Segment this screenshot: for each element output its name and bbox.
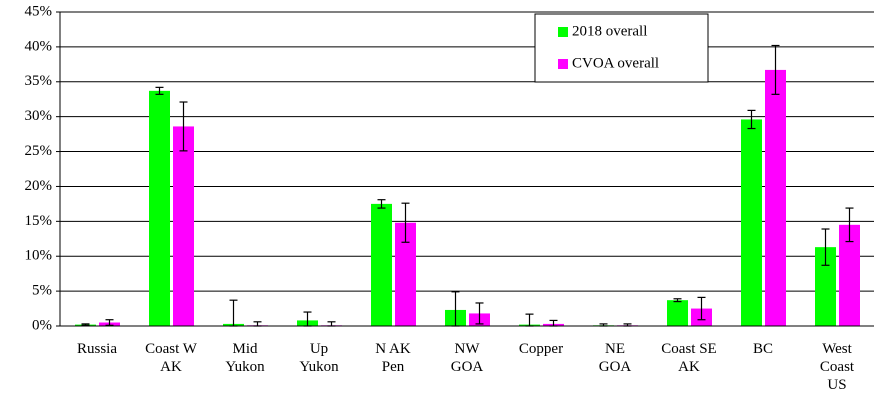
y-tick-label: 45% <box>25 3 53 19</box>
bar <box>173 126 194 327</box>
y-tick-label: 0% <box>32 317 52 333</box>
x-tick-label: Coast SE AK <box>661 341 717 375</box>
y-tick-label: 35% <box>25 73 53 89</box>
x-tick-label: Russia <box>76 341 117 357</box>
bar <box>741 119 762 326</box>
legend-label: CVOA overall <box>572 55 659 71</box>
y-tick-label: 10% <box>25 248 53 264</box>
legend-swatch <box>558 59 568 69</box>
x-tick-label: NE GOA <box>598 341 632 375</box>
bar <box>149 90 170 326</box>
y-tick-label: 15% <box>25 213 53 229</box>
x-tick-label: NW GOA <box>450 341 484 375</box>
x-tick-label: BC <box>752 341 773 357</box>
legend-label: 2018 overall <box>572 23 647 39</box>
bar <box>815 247 836 326</box>
legend-swatch <box>558 27 568 37</box>
x-tick-label: West Coast US <box>819 341 855 393</box>
y-tick-label: 25% <box>25 143 53 159</box>
y-tick-label: 20% <box>25 178 53 194</box>
legend-box <box>534 13 709 83</box>
x-tick-label: Mid Yukon <box>225 341 265 375</box>
bar <box>839 224 860 326</box>
x-tick-label: N AK Pen <box>375 341 411 375</box>
y-tick-label: 40% <box>25 38 53 54</box>
y-tick-label: 5% <box>32 283 52 299</box>
bar <box>395 222 416 326</box>
x-tick-label: Coast W AK <box>145 341 197 375</box>
x-tick-label: Copper <box>518 341 564 357</box>
bar <box>765 69 786 326</box>
x-tick-label: Up Yukon <box>299 341 339 375</box>
bar <box>667 300 688 326</box>
y-tick-label: 30% <box>25 108 53 124</box>
bar <box>371 203 392 326</box>
